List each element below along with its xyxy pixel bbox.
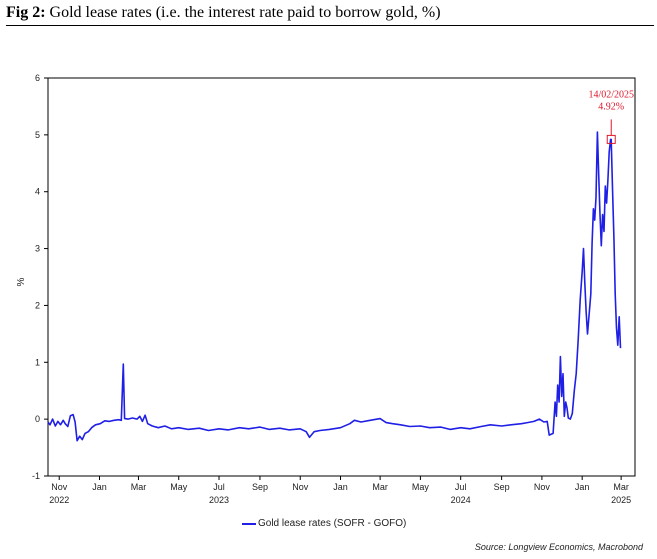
figure-label: Fig 2: — [6, 4, 46, 21]
annotation-value-label: 4.92% — [598, 101, 624, 112]
y-tick-label: 2 — [35, 300, 40, 310]
legend-label: Gold lease rates (SOFR - GOFO) — [258, 518, 407, 529]
x-axis: Nov 2022 Jan Mar May Jul 2023 Sep Nov Jan Mar May Ju… — [49, 476, 631, 505]
y-tick-label: 5 — [35, 130, 40, 140]
figure-title: Fig 2: Gold lease rates (i.e. the intere… — [6, 4, 441, 22]
x-tick-label: Jan — [92, 482, 107, 492]
x-tick-label: Jul — [455, 482, 467, 492]
y-tick-label: 0 — [35, 414, 40, 424]
legend-swatch — [242, 522, 256, 525]
x-year-label: 2022 — [49, 495, 69, 505]
x-tick-label: Mar — [372, 482, 388, 492]
x-tick-label: May — [170, 482, 188, 492]
legend: Gold lease rates (SOFR - GOFO) — [242, 518, 406, 529]
y-tick-label: 6 — [35, 73, 40, 83]
series-line — [47, 131, 622, 442]
y-tick-label: -1 — [32, 471, 40, 481]
source-note: Source: Longview Economics, Macrobond — [474, 542, 643, 552]
x-year-label: 2025 — [611, 495, 631, 505]
x-tick-label: Mar — [131, 482, 147, 492]
series-layer — [47, 131, 622, 442]
x-year-label: 2023 — [209, 495, 229, 505]
x-tick-label: Mar — [613, 482, 629, 492]
x-tick-label: May — [412, 482, 430, 492]
plot-area-frame — [47, 77, 636, 477]
y-tick-label: 3 — [35, 244, 40, 254]
x-tick-label: Nov — [292, 482, 309, 492]
x-tick-label: Sep — [494, 482, 510, 492]
x-tick-label: Jan — [575, 482, 590, 492]
x-tick-label: Nov — [51, 482, 68, 492]
title-rule — [6, 25, 654, 26]
x-tick-label: Sep — [252, 482, 268, 492]
y-axis: -1 0 1 2 3 4 5 6 — [32, 73, 48, 481]
y-axis-label: % — [16, 277, 27, 286]
x-tick-label: Jul — [213, 482, 225, 492]
annotation-date-label: 14/02/2025 — [588, 89, 634, 100]
figure-caption: Gold lease rates (i.e. the interest rate… — [49, 4, 441, 21]
y-tick-label: 1 — [35, 357, 40, 367]
x-tick-label: Jan — [333, 482, 348, 492]
y-tick-label: 4 — [35, 187, 40, 197]
x-year-label: 2024 — [451, 495, 471, 505]
x-tick-label: Nov — [534, 482, 551, 492]
